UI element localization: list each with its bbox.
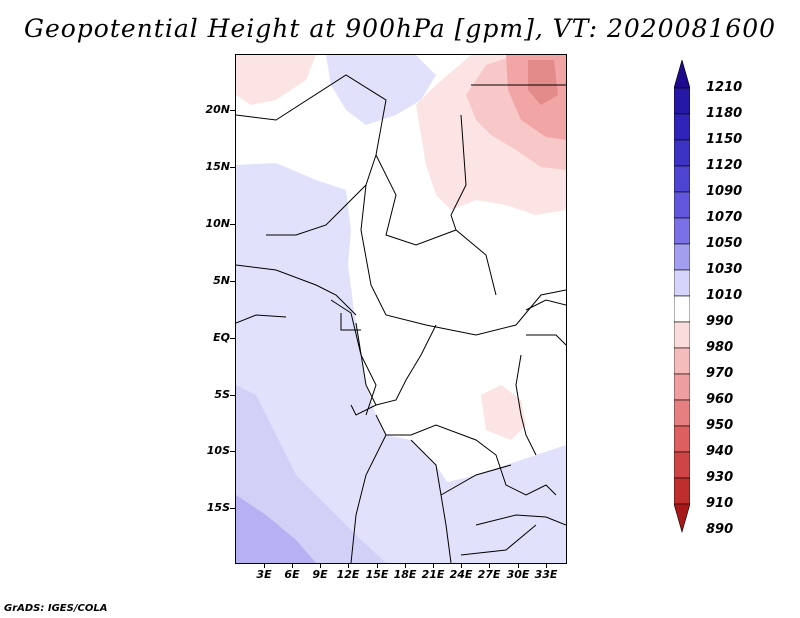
colorbar-label: 1180 <box>706 106 743 121</box>
colorbar-label: 1010 <box>706 288 743 303</box>
x-label-18e: 18E <box>393 568 417 581</box>
colorbar-label: 1050 <box>706 236 743 251</box>
x-label-6e: 6E <box>284 568 300 581</box>
low-height-region-lakes <box>481 385 526 440</box>
colorbar-box <box>674 113 690 141</box>
colorbar-label: 950 <box>706 418 734 433</box>
colorbar-box <box>674 425 690 453</box>
colorbar-box <box>674 87 690 115</box>
x-label-21e: 21E <box>421 568 445 581</box>
colorbar-box <box>674 243 690 271</box>
x-label-3e: 3E <box>256 568 272 581</box>
colorbar-label: 1030 <box>706 262 743 277</box>
x-tick <box>264 563 265 568</box>
y-tick <box>230 451 235 452</box>
colorbar <box>674 60 690 534</box>
x-label-9e: 9E <box>312 568 328 581</box>
colorbar-box <box>674 165 690 193</box>
colorbar-box <box>674 321 690 349</box>
y-tick <box>230 167 235 168</box>
colorbar-box <box>674 373 690 401</box>
y-tick <box>230 338 235 339</box>
colorbar-box <box>674 295 690 323</box>
y-label-eq: EQ <box>213 331 230 344</box>
colorbar-box <box>674 217 690 245</box>
high-height-region-mid <box>236 385 386 563</box>
x-label-27e: 27E <box>477 568 501 581</box>
high-height-region-southeast <box>436 445 566 563</box>
colorbar-box <box>674 191 690 219</box>
colorbar-label: 1210 <box>706 80 743 95</box>
colorbar-box <box>674 477 690 505</box>
colorbar-box <box>674 139 690 167</box>
x-tick <box>461 563 462 568</box>
x-tick <box>433 563 434 568</box>
low-height-region-northwest <box>236 55 316 105</box>
y-label-15n: 15N <box>205 160 230 173</box>
high-height-region-corner <box>236 495 316 563</box>
x-label-24e: 24E <box>449 568 473 581</box>
colorbar-label: 1120 <box>706 158 743 173</box>
y-tick <box>230 281 235 282</box>
y-label-10n: 10N <box>205 217 230 230</box>
y-tick <box>230 395 235 396</box>
y-label-15s: 15S <box>206 501 230 514</box>
colorbar-label: 930 <box>706 470 734 485</box>
colorbar-label: 1150 <box>706 132 743 147</box>
y-label-5n: 5N <box>213 274 230 287</box>
colorbar-segments <box>674 60 690 534</box>
colorbar-top-triangle <box>674 60 690 89</box>
colorbar-label: 980 <box>706 340 734 355</box>
x-label-33e: 33E <box>534 568 558 581</box>
colorbar-label: 960 <box>706 392 734 407</box>
y-tick <box>230 110 235 111</box>
x-tick <box>348 563 349 568</box>
colorbar-box <box>674 269 690 297</box>
colorbar-label: 970 <box>706 366 734 381</box>
high-height-region-north <box>326 55 436 125</box>
colorbar-box <box>674 347 690 375</box>
colorbar-label: 910 <box>706 496 734 511</box>
colorbar-label: 1090 <box>706 184 743 199</box>
low-height-region-east-core <box>528 60 558 105</box>
colorbar-label: 990 <box>706 314 734 329</box>
x-label-15e: 15E <box>365 568 389 581</box>
colorbar-label: 1070 <box>706 210 743 225</box>
y-label-5s: 5S <box>214 388 230 401</box>
colorbar-box <box>674 451 690 479</box>
y-tick <box>230 224 235 225</box>
colorbar-label: 890 <box>706 522 734 537</box>
colorbar-box <box>674 399 690 427</box>
x-tick <box>518 563 519 568</box>
x-tick <box>489 563 490 568</box>
x-tick <box>405 563 406 568</box>
colorbar-label: 940 <box>706 444 734 459</box>
chart-title: Geopotential Height at 900hPa [gpm], VT:… <box>23 14 777 43</box>
colorbar-bottom-triangle <box>674 503 690 534</box>
y-tick <box>230 508 235 509</box>
x-tick <box>546 563 547 568</box>
high-height-region-west <box>236 163 566 563</box>
x-tick <box>377 563 378 568</box>
map-area <box>236 55 566 563</box>
country-borders <box>236 74 566 563</box>
x-tick <box>320 563 321 568</box>
grads-credit: GrADS: IGES/COLA <box>4 603 108 614</box>
x-label-30e: 30E <box>506 568 530 581</box>
y-label-10s: 10S <box>206 444 230 457</box>
x-tick <box>292 563 293 568</box>
x-label-12e: 12E <box>336 568 360 581</box>
y-label-20n: 20N <box>205 103 230 116</box>
